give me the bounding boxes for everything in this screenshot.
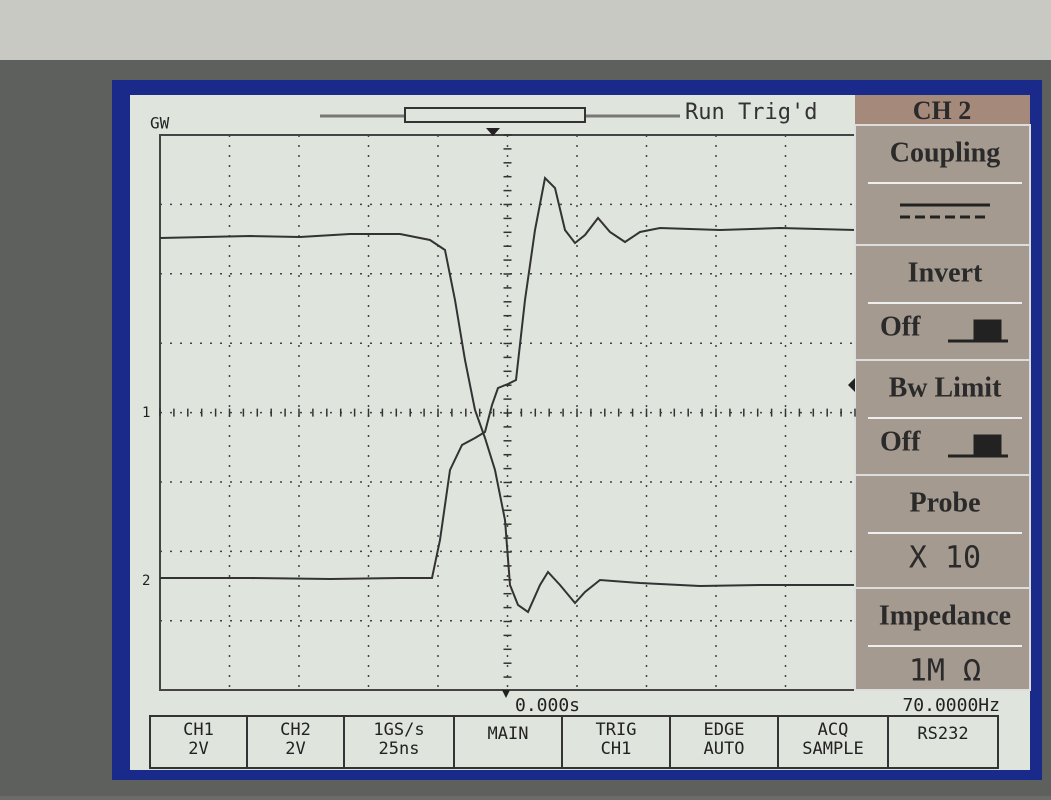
frequency: 70.0000Hz (902, 695, 1000, 716)
status-cell (246, 715, 345, 769)
menu-item (854, 474, 1031, 589)
ch1-marker: 1 (142, 405, 150, 421)
menu-label: Probe (909, 487, 980, 518)
menu-value: Off (880, 311, 921, 342)
menu-label: Invert (908, 257, 983, 288)
status-text: MAIN (488, 724, 529, 744)
status-text: 2V (285, 739, 305, 759)
status-cell (669, 715, 779, 769)
menu-value: Off (880, 426, 921, 457)
status-cell (149, 715, 248, 769)
status-text: 25ns (379, 739, 420, 759)
case-top (0, 0, 1051, 60)
status-text: EDGE (704, 720, 745, 740)
menu-label: Coupling (890, 137, 1001, 168)
status-text: CH1 (601, 739, 632, 759)
time-marker (502, 690, 510, 698)
status-text: ACQ (818, 720, 849, 740)
time-offset: 0.000s (515, 695, 580, 716)
menu-label: Bw Limit (889, 372, 1002, 403)
status-text: AUTO (704, 739, 745, 759)
memory-window (404, 107, 586, 123)
menu-value: X 10 (909, 541, 981, 576)
menu-title: CH 2 (913, 96, 972, 125)
menu-item (854, 587, 1031, 691)
status-text: TRIG (596, 720, 637, 740)
status-cell (453, 715, 563, 769)
status-cell (887, 715, 999, 769)
menu-pointer (848, 378, 855, 392)
status-cell (777, 715, 889, 769)
trigger-status: Run Trig'd (685, 100, 817, 125)
status-text: 1GS/s (373, 720, 424, 740)
status-text: CH2 (280, 720, 311, 740)
pulse-icon (948, 319, 1008, 343)
menu: Coupling Invert Off Bw Limit Off Probe X 10 Imp… (848, 124, 1031, 691)
status-text: RS232 (917, 724, 968, 744)
menu-label: Impedance (879, 600, 1011, 631)
status-text: 2V (188, 739, 208, 759)
brand: GW (150, 114, 170, 133)
ch2-trace (160, 175, 856, 581)
trigger-marker (486, 128, 500, 136)
menu-title-box (855, 95, 1030, 125)
status-text: CH1 (183, 720, 214, 740)
status-text: SAMPLE (802, 739, 863, 759)
ch2-marker: 2 (142, 573, 150, 589)
menu-value: 1M Ω (909, 654, 981, 689)
status-cell (561, 715, 671, 769)
pulse-icon (948, 434, 1008, 458)
